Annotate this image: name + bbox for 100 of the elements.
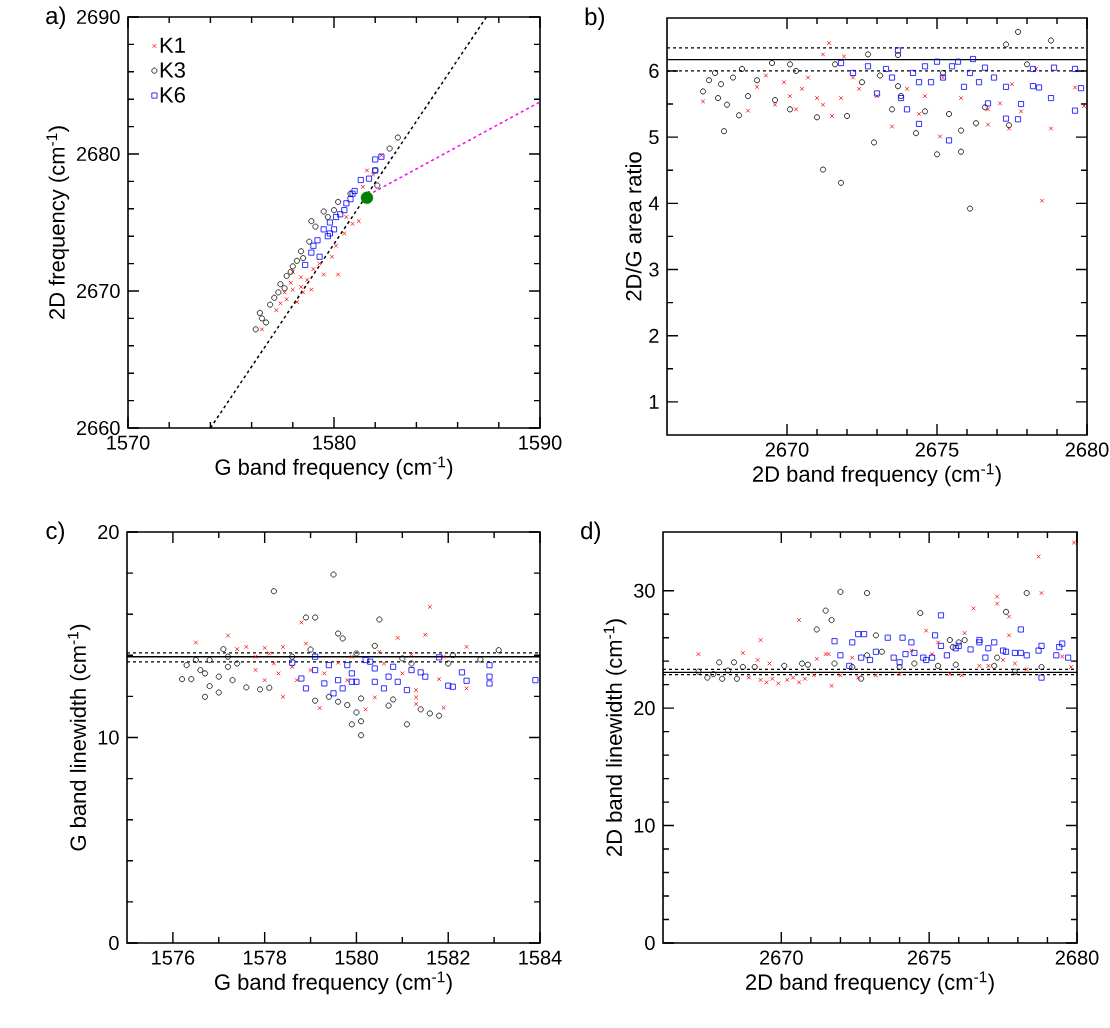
point: [985, 122, 991, 127]
point: [787, 106, 794, 113]
point: [376, 616, 383, 623]
point: [353, 650, 360, 657]
point: [257, 686, 264, 693]
point: [739, 65, 746, 72]
point: [234, 646, 240, 652]
point: [841, 54, 847, 59]
point: [829, 683, 834, 689]
point: [1048, 95, 1055, 102]
point: [256, 309, 263, 316]
point: [922, 93, 928, 99]
point: [715, 95, 722, 102]
point: [838, 60, 845, 66]
point: [464, 686, 469, 691]
point: [1048, 126, 1054, 131]
point: [1024, 667, 1029, 672]
y-tick-label: 2: [649, 328, 659, 343]
point: [298, 284, 304, 290]
point: [308, 218, 315, 225]
point: [1048, 37, 1055, 44]
y-axis-title: 2D band linewidth (cm$^{-1}$): [603, 619, 627, 856]
point: [532, 677, 539, 684]
point: [850, 655, 855, 660]
point: [935, 640, 941, 645]
point: [721, 128, 728, 135]
point: [1000, 657, 1006, 663]
point: [913, 130, 920, 137]
point: [796, 680, 802, 685]
legend-label: K6: [160, 87, 185, 103]
point: [1015, 28, 1022, 35]
point: [281, 285, 288, 292]
point: [280, 644, 286, 650]
point: [330, 690, 337, 697]
point: [312, 653, 319, 660]
x-tick-label: 1578: [243, 950, 287, 965]
point: [284, 296, 289, 302]
point: [904, 86, 910, 92]
point: [270, 588, 277, 595]
point: [864, 590, 871, 597]
point: [946, 137, 953, 144]
point: [934, 58, 941, 65]
point: [224, 653, 231, 660]
point: [897, 671, 902, 677]
point: [1038, 664, 1045, 671]
point: [855, 631, 862, 638]
point: [704, 674, 711, 681]
point: [838, 95, 844, 101]
point: [1038, 674, 1045, 681]
point: [865, 63, 872, 70]
point: [796, 617, 802, 623]
point: [300, 290, 306, 295]
point: [259, 327, 265, 332]
point: [324, 214, 331, 221]
x-tick-label: 2670: [765, 442, 809, 457]
point: [1065, 654, 1072, 661]
point: [364, 168, 370, 173]
point: [958, 127, 965, 134]
point: [289, 653, 296, 660]
point: [962, 630, 967, 636]
point: [403, 721, 410, 728]
point: [215, 673, 222, 680]
point: [202, 670, 209, 677]
point: [290, 287, 296, 292]
point: [850, 69, 857, 76]
point: [262, 677, 267, 683]
point: [967, 646, 974, 653]
point: [859, 79, 866, 86]
point: [733, 675, 740, 682]
chart-title: b): [585, 7, 604, 30]
point: [967, 205, 974, 212]
point: [345, 677, 350, 683]
point: [275, 289, 282, 296]
point: [710, 671, 717, 678]
point: [344, 702, 351, 709]
point: [426, 710, 433, 717]
point: [271, 294, 278, 301]
point: [193, 640, 199, 645]
point: [923, 628, 929, 633]
point: [343, 200, 350, 207]
point: [351, 187, 358, 194]
point: [855, 675, 861, 680]
point: [377, 649, 382, 655]
point: [787, 61, 794, 68]
point: [225, 633, 231, 638]
point: [486, 662, 493, 669]
point: [441, 705, 446, 710]
point: [380, 685, 387, 692]
point: [331, 207, 338, 214]
point: [347, 196, 354, 203]
point: [1006, 633, 1012, 638]
point: [895, 83, 902, 90]
y-tick-label: 20: [634, 701, 655, 716]
point: [267, 651, 272, 656]
point: [1006, 126, 1012, 131]
point: [1015, 116, 1022, 123]
point: [358, 695, 365, 702]
point: [408, 660, 415, 667]
point: [308, 667, 313, 673]
point: [920, 654, 927, 661]
